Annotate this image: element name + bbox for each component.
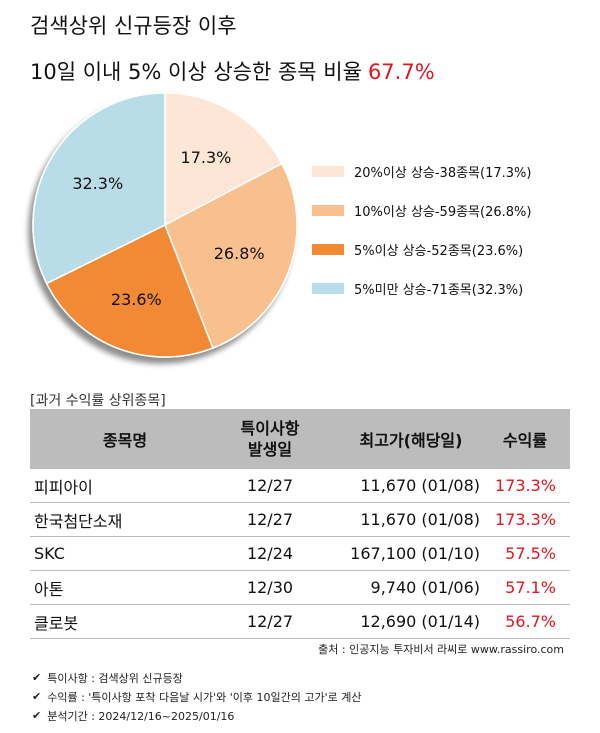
check-icon: ✔ bbox=[32, 709, 42, 722]
cell-return: 173.3% bbox=[494, 510, 556, 529]
cell-date: 12/27 bbox=[246, 476, 294, 495]
header-name: 종목명 bbox=[102, 431, 148, 450]
check-icon: ✔ bbox=[32, 671, 42, 684]
footnote-item: ✔ 수익률 : '특이사항 포착 다음날 시가'와 '이후 10일간의 고가'로 … bbox=[32, 687, 362, 706]
cell-name: 아톤 bbox=[34, 579, 64, 599]
cell-name: 클로봇 bbox=[34, 613, 79, 633]
footnote-text: 수익률 : '특이사항 포착 다음날 시가'와 '이후 10일간의 고가'로 계… bbox=[47, 690, 362, 704]
footnote-item: ✔ 분석기간 : 2024/12/16~2025/01/16 bbox=[32, 706, 362, 725]
header-date-line2: 발생일 bbox=[247, 440, 293, 459]
page-title: 검색상위 신규등장 이후 bbox=[30, 14, 237, 38]
cell-high: 11,670 (01/08) bbox=[360, 510, 480, 529]
header-date: 특이사항 발생일 bbox=[220, 418, 320, 460]
legend-label: 20%이상 상승-38종목(17.3%) bbox=[354, 165, 532, 181]
legend-swatch bbox=[312, 282, 344, 294]
highlight-ratio: 67.7% bbox=[367, 60, 435, 84]
legend-item-2: 10%이상 상승-59종목(26.8%) bbox=[312, 197, 531, 223]
cell-name: 한국첨단소재 bbox=[34, 511, 123, 531]
pie-label-1: 17.3% bbox=[181, 148, 232, 167]
legend-item-4: 5%미만 상승-71종목(32.3%) bbox=[312, 275, 531, 301]
cell-high: 167,100 (01/10) bbox=[350, 544, 480, 563]
legend-swatch bbox=[312, 204, 344, 216]
footnote-text: 특이사항 : 검색상위 신규등장 bbox=[47, 671, 183, 685]
page-subtitle: 10일 이내 5% 이상 상승한 종목 비율 67.7% bbox=[30, 56, 435, 86]
cell-name: 피피아이 bbox=[34, 477, 93, 497]
legend-label: 5%미만 상승-71종목(32.3%) bbox=[354, 282, 524, 298]
cell-date: 12/30 bbox=[246, 578, 294, 597]
footnote-item: ✔ 특이사항 : 검색상위 신규등장 bbox=[32, 668, 362, 687]
pie-slice-1 bbox=[164, 92, 283, 227]
header-date-line1: 특이사항 bbox=[240, 419, 300, 438]
legend-swatch bbox=[312, 243, 344, 255]
cell-high: 9,740 (01/06) bbox=[370, 578, 480, 597]
cell-high: 12,690 (01/14) bbox=[360, 612, 480, 631]
pie-label-3: 23.6% bbox=[111, 290, 162, 309]
header-return: 수익률 bbox=[502, 431, 548, 450]
legend-item-3: 5%이상 상승-52종목(23.6%) bbox=[312, 236, 531, 262]
table-section-label: [과거 수익률 상위종목] bbox=[30, 393, 166, 409]
top-returns-table: 종목명 특이사항 발생일 최고가(해당일) 수익률 피피아이 12/27 11,67… bbox=[30, 409, 570, 639]
footnote-text: 분석기간 : 2024/12/16~2025/01/16 bbox=[47, 709, 235, 723]
table-row: 클로봇 12/27 12,690 (01/14) 56.7% bbox=[30, 605, 570, 639]
table-body: 피피아이 12/27 11,670 (01/08) 173.3% 한국첨단소재 12/27… bbox=[30, 469, 570, 639]
pie-slice-2 bbox=[164, 162, 298, 350]
subtitle-text: 10일 이내 5% 이상 상승한 종목 비율 bbox=[30, 60, 362, 84]
legend-item-1: 20%이상 상승-38종목(17.3%) bbox=[312, 158, 531, 184]
cell-date: 12/24 bbox=[246, 544, 294, 563]
footnotes: ✔ 특이사항 : 검색상위 신규등장 ✔ 수익률 : '특이사항 포착 다음날 시가'… bbox=[32, 668, 362, 725]
legend-label: 10%이상 상승-59종목(26.8%) bbox=[354, 204, 532, 220]
table-row: 피피아이 12/27 11,670 (01/08) 173.3% bbox=[30, 469, 570, 503]
pie-slice-4 bbox=[32, 92, 166, 285]
cell-return: 57.5% bbox=[505, 544, 556, 563]
cell-high: 11,670 (01/08) bbox=[360, 476, 480, 495]
cell-date: 12/27 bbox=[246, 510, 294, 529]
legend-label: 5%이상 상승-52종목(23.6%) bbox=[354, 243, 524, 259]
cell-return: 56.7% bbox=[505, 612, 556, 631]
pie-label-2: 26.8% bbox=[214, 244, 265, 263]
pie-label-4: 32.3% bbox=[72, 174, 123, 193]
table-row: 한국첨단소재 12/27 11,670 (01/08) 173.3% bbox=[30, 503, 570, 537]
cell-return: 57.1% bbox=[505, 578, 556, 597]
cell-date: 12/27 bbox=[246, 612, 294, 631]
cell-name: SKC bbox=[34, 544, 65, 563]
table-row: 아톤 12/30 9,740 (01/06) 57.1% bbox=[30, 571, 570, 605]
check-icon: ✔ bbox=[32, 690, 42, 703]
table-header: 종목명 특이사항 발생일 최고가(해당일) 수익률 bbox=[30, 409, 570, 469]
table-row: SKC 12/24 167,100 (01/10) 57.5% bbox=[30, 537, 570, 571]
header-high: 최고가(해당일) bbox=[359, 431, 463, 450]
pie-slice-3 bbox=[45, 223, 214, 358]
source-credit: 출처 : 인공지능 투자비서 라씨로 www.rassiro.com bbox=[318, 643, 564, 656]
pie-chart: 17.3% 26.8% 23.6% 32.3% bbox=[32, 92, 298, 358]
chart-legend: 20%이상 상승-38종목(17.3%) 10%이상 상승-59종목(26.8%)… bbox=[312, 158, 531, 314]
legend-swatch bbox=[312, 165, 344, 177]
cell-return: 173.3% bbox=[494, 476, 556, 495]
